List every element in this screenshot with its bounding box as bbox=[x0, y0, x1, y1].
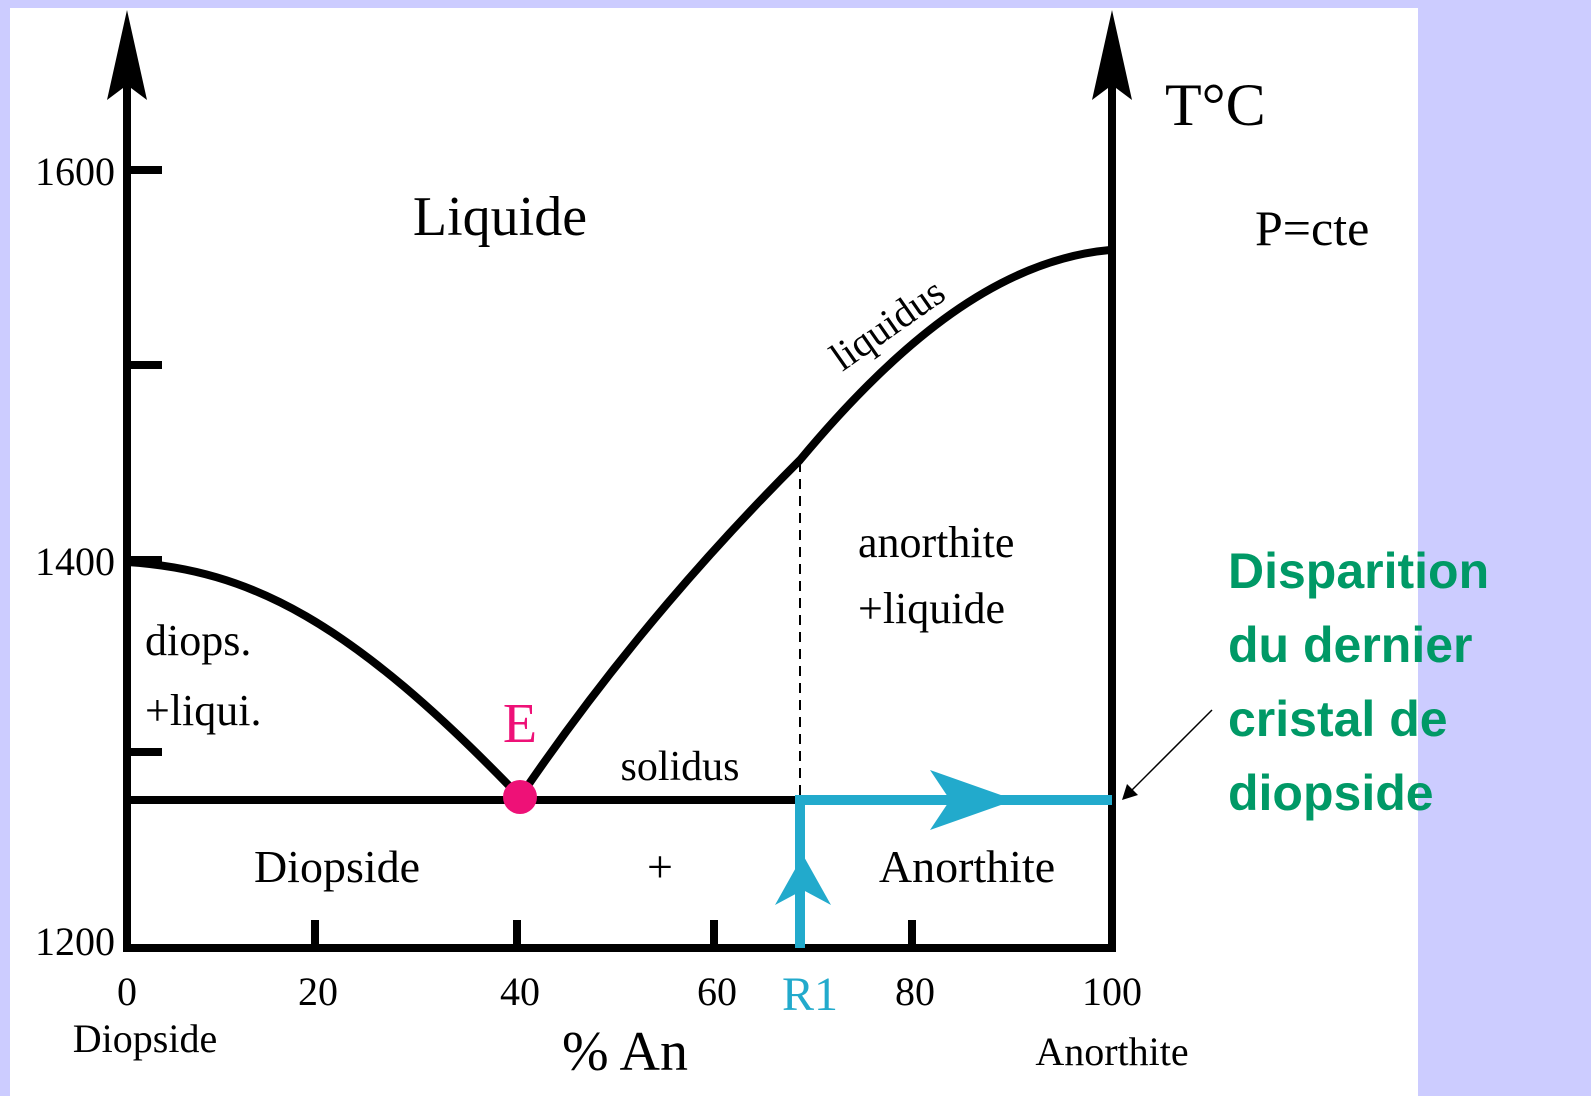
x-tick-label: 100 bbox=[1082, 969, 1142, 1014]
arrow-head bbox=[107, 10, 147, 100]
annotation-line: cristal de bbox=[1228, 691, 1448, 747]
eutectic-point bbox=[503, 780, 537, 814]
y-tick-label: 1200 bbox=[35, 919, 115, 964]
region-label: Anorthite bbox=[879, 841, 1055, 892]
liquidus-right bbox=[516, 246, 1111, 800]
region-label: + bbox=[647, 841, 673, 892]
point-label: E bbox=[503, 693, 537, 755]
annotation-line: diopside bbox=[1228, 765, 1434, 821]
region-label: +liqui. bbox=[145, 686, 262, 735]
marker-label: R1 bbox=[782, 968, 838, 1021]
region-label: anorthite bbox=[858, 518, 1014, 567]
pointer-head bbox=[1122, 784, 1138, 800]
arrow-up bbox=[775, 855, 831, 905]
region-label: +liquide bbox=[858, 584, 1005, 633]
curve-label: solidus bbox=[620, 744, 739, 790]
y-tick-label: 1600 bbox=[35, 149, 115, 194]
region-label: diops. bbox=[145, 616, 251, 665]
region-label: Diopside bbox=[254, 841, 420, 892]
y-tick-label: 1400 bbox=[35, 539, 115, 584]
x-label: % An bbox=[562, 1021, 688, 1083]
x-tick-label: 80 bbox=[895, 969, 935, 1014]
right-end-label: Anorthite bbox=[1035, 1029, 1188, 1074]
left-end-label: Diopside bbox=[73, 1016, 217, 1061]
annotation-line: du dernier bbox=[1228, 617, 1472, 673]
x-tick-label: 60 bbox=[697, 969, 737, 1014]
liquidus-left bbox=[126, 558, 523, 800]
region-label: Liquide bbox=[413, 186, 587, 248]
arrow-head bbox=[1092, 10, 1132, 100]
annotation-line: Disparition bbox=[1228, 543, 1489, 599]
pointer bbox=[1124, 709, 1213, 798]
x-tick-label: 20 bbox=[298, 969, 338, 1014]
conditions: P=cte bbox=[1255, 200, 1369, 256]
x-tick-label: 0 bbox=[117, 969, 137, 1014]
x-tick-label: 40 bbox=[500, 969, 540, 1014]
y-label: T°C bbox=[1165, 72, 1266, 138]
axes bbox=[123, 60, 1116, 952]
arrow-right bbox=[930, 770, 1015, 830]
